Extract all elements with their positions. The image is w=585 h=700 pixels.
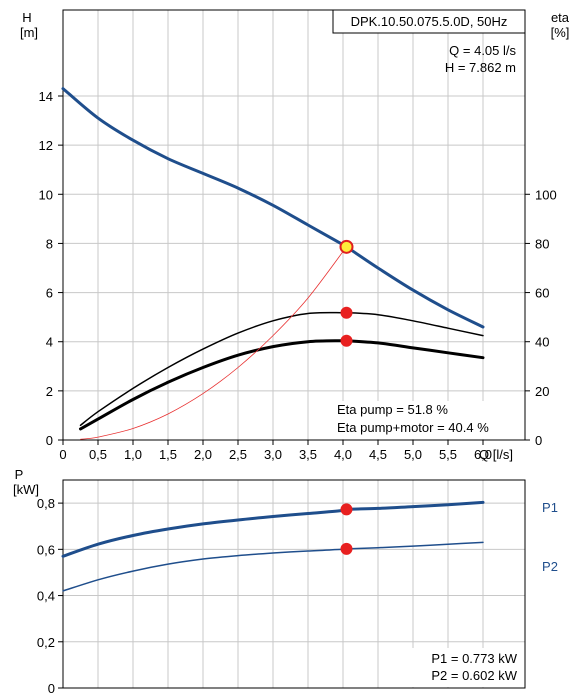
bottom-chart-frame bbox=[62, 479, 526, 689]
power-tick-label: 0 bbox=[48, 681, 55, 696]
left-tick-label: 2 bbox=[46, 384, 53, 399]
right-tick-label: 100 bbox=[535, 187, 557, 202]
x-tick-label: 0 bbox=[59, 447, 66, 462]
right-tick-label: 0 bbox=[535, 433, 542, 448]
bottom-chart-ticks: 0 0,2 0,4 0,6 0,8 bbox=[37, 496, 63, 696]
p1-marker bbox=[340, 503, 353, 516]
eta-pump-motor-label: Eta pump+motor = 40.4 % bbox=[337, 420, 489, 435]
operating-point-marker bbox=[339, 239, 354, 254]
right-tick-label: 40 bbox=[535, 335, 549, 350]
x-tick-label: 2,0 bbox=[194, 447, 212, 462]
efficiency-info-box bbox=[330, 401, 524, 439]
top-chart-ticks: 0 0,5 1,0 1,5 2,0 2,5 3,0 3,5 4,0 4,5 5,0 5,5 6,0 0 2 4… bbox=[39, 89, 557, 462]
left-tick-label: 12 bbox=[39, 138, 53, 153]
left-tick-label: 4 bbox=[46, 335, 53, 350]
operating-point-h: H = 7.862 m bbox=[445, 60, 516, 75]
x-tick-label: 6,0 bbox=[474, 447, 492, 462]
power-tick-label: 0,6 bbox=[37, 542, 55, 557]
left-axis-unit-m: [m] bbox=[20, 25, 38, 40]
power-axis-unit-kw: [kW] bbox=[13, 482, 39, 497]
power-tick-label: 0,4 bbox=[37, 589, 55, 604]
head-curve bbox=[61, 87, 485, 329]
left-tick-label: 6 bbox=[46, 286, 53, 301]
head-efficiency-chart: 0 0,5 1,0 1,5 2,0 2,5 3,0 3,5 4,0 4,5 5,0 5,5 6,0 0 2 4… bbox=[20, 9, 570, 462]
right-axis-label-eta: eta bbox=[551, 10, 570, 25]
power-info-box bbox=[410, 648, 524, 687]
right-tick-label: 60 bbox=[535, 286, 549, 301]
right-tick-label: 80 bbox=[535, 236, 549, 251]
x-tick-label: 1,0 bbox=[124, 447, 142, 462]
bottom-chart-markers bbox=[340, 503, 353, 555]
x-tick-label: 1,5 bbox=[159, 447, 177, 462]
right-axis-unit-percent: [%] bbox=[551, 25, 570, 40]
series-label-p1: P1 bbox=[542, 500, 558, 515]
series-label-p2: P2 bbox=[542, 559, 558, 574]
bottom-chart-series bbox=[61, 500, 485, 592]
p2-curve bbox=[62, 541, 484, 592]
top-chart-markers bbox=[339, 239, 354, 347]
eta-pump-marker bbox=[340, 306, 353, 319]
left-tick-label: 0 bbox=[46, 433, 53, 448]
p1-curve bbox=[61, 500, 485, 558]
x-tick-label: 3,0 bbox=[264, 447, 282, 462]
operating-point-q: Q = 4.05 l/s bbox=[449, 43, 516, 58]
top-chart-series bbox=[61, 87, 485, 440]
eta-pump-motor-marker bbox=[340, 334, 353, 347]
power-chart: 0 0,2 0,4 0,6 0,8 P [kW] P1 P2 P1 = 0.773 kW… bbox=[13, 467, 558, 696]
p2-value-label: P2 = 0.602 kW bbox=[431, 668, 517, 683]
power-tick-label: 0,8 bbox=[37, 496, 55, 511]
x-tick-label: 5,5 bbox=[439, 447, 457, 462]
x-tick-label: 3,5 bbox=[299, 447, 317, 462]
left-tick-label: 10 bbox=[39, 187, 53, 202]
pump-efficiency-curve bbox=[79, 311, 484, 427]
left-axis-label-h: H bbox=[22, 10, 31, 25]
x-tick-label: 2,5 bbox=[229, 447, 247, 462]
p1-value-label: P1 = 0.773 kW bbox=[431, 651, 517, 666]
x-axis-label: Q [l/s] bbox=[479, 447, 513, 462]
p2-marker bbox=[340, 542, 353, 555]
x-tick-label: 4,5 bbox=[369, 447, 387, 462]
power-tick-label: 0,2 bbox=[37, 635, 55, 650]
top-chart-frame bbox=[62, 9, 526, 441]
x-tick-label: 0,5 bbox=[89, 447, 107, 462]
eta-pump-label: Eta pump = 51.8 % bbox=[337, 402, 448, 417]
x-tick-label: 4,0 bbox=[334, 447, 352, 462]
chart-title: DPK.10.50.075.5.0D, 50Hz bbox=[351, 14, 508, 29]
title-box bbox=[332, 9, 526, 34]
right-tick-label: 20 bbox=[535, 384, 549, 399]
pump-motor-efficiency-curve bbox=[79, 339, 485, 431]
left-tick-label: 8 bbox=[46, 236, 53, 251]
power-axis-label-p: P bbox=[15, 467, 24, 482]
system-curve bbox=[80, 246, 347, 440]
left-tick-label: 14 bbox=[39, 89, 53, 104]
x-tick-label: 5,0 bbox=[404, 447, 422, 462]
